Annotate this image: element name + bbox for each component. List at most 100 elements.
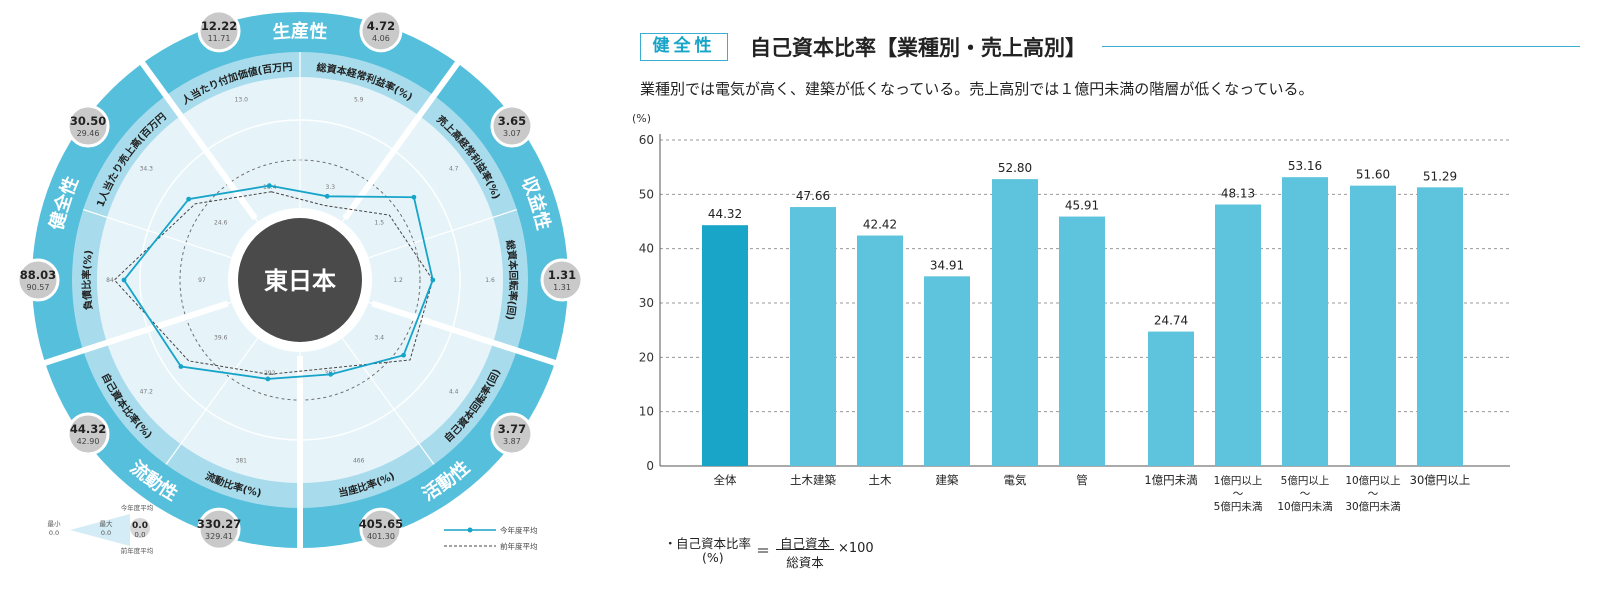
bar <box>790 207 836 466</box>
radar-value-bubble: 4.724.06 <box>359 9 403 53</box>
title-rule <box>1102 46 1580 47</box>
bar-value-label: 51.60 <box>1356 168 1390 182</box>
bar <box>1059 216 1105 466</box>
bar <box>1148 331 1194 466</box>
x-tick-label: 10億円以上 <box>1345 474 1400 487</box>
radar-axis-outer-value: 5.9 <box>354 96 364 103</box>
radar-previous-value: 90.57 <box>27 283 50 292</box>
bar <box>1215 204 1261 467</box>
x-tick-label: 1億円以上 <box>1214 474 1263 487</box>
radar-previous-value: 3.87 <box>503 437 521 446</box>
category-badge: 健全性 <box>640 33 728 61</box>
radar-previous-value: 42.90 <box>77 437 100 446</box>
y-axis-label: (%) <box>632 112 651 125</box>
radar-previous-value: 4.06 <box>372 34 390 43</box>
radar-current-value: 330.27 <box>197 517 241 531</box>
radar-axis-outer-value: 13.0 <box>235 96 249 103</box>
radar-current-value: 1.31 <box>548 268 576 282</box>
radar-key-high: 最大 <box>100 519 114 528</box>
formula-label: 自己資本比率 <box>676 536 752 551</box>
x-tick-label: 〜 <box>1300 488 1311 500</box>
formula-numerator: 自己資本 <box>779 536 830 551</box>
radar-axis-inner-value: 24.6 <box>214 219 228 226</box>
radar-indicator-label-text: 総資本回転率(回) <box>503 239 520 321</box>
radar-category-separator <box>42 300 229 367</box>
x-tick-label: 全体 <box>714 473 737 487</box>
radar-axis-outer-value: 34.3 <box>140 165 154 172</box>
x-tick-label: 〜 <box>1368 488 1379 500</box>
x-tick-label: 建築 <box>936 473 959 487</box>
radar-value-bubble-bg <box>359 9 403 53</box>
radar-current-point <box>328 371 334 377</box>
radar-previous-series <box>113 191 434 375</box>
radar-previous-value: 1.31 <box>553 283 571 292</box>
radar-value-bubble: 3.773.87 <box>490 412 534 456</box>
radar-previous-value: 11.71 <box>208 34 231 43</box>
x-tick-label: 管 <box>1076 473 1088 487</box>
radar-value-bubble-bg <box>66 412 110 456</box>
radar-category-separator <box>371 300 558 367</box>
radar-key-current: 0.0 <box>132 521 148 531</box>
x-tick-label: 1億円未満 <box>1144 473 1197 487</box>
bar-value-label: 48.13 <box>1221 186 1255 200</box>
formula-bullet: ・ <box>664 536 677 551</box>
radar-current-value: 88.03 <box>20 268 56 282</box>
radar-key-high-val: 0.0 <box>101 529 111 537</box>
radar-value-bubble: 3.653.07 <box>490 104 534 148</box>
radar-value-bubble-bg <box>490 412 534 456</box>
x-tick-label: 10億円未満 <box>1277 500 1333 513</box>
radar-key-previous: 0.0 <box>134 531 145 539</box>
radar-indicator-label: 負債比率(%) <box>80 249 95 310</box>
chart-title: 自己資本比率【業種別・売上高別】 <box>750 36 1086 60</box>
radar-spoke <box>82 208 232 259</box>
formula-denominator: 総資本 <box>786 555 824 570</box>
radar-key-bubble <box>130 518 150 538</box>
y-tick-label: 0 <box>646 459 654 473</box>
bar-value-label: 42.42 <box>863 218 897 232</box>
formula-fraction-bar <box>776 549 834 550</box>
y-tick-label: 30 <box>639 296 654 310</box>
radar-current-point <box>430 277 436 283</box>
radar-current-point <box>266 183 272 189</box>
x-tick-label: 5億円以上 <box>1281 474 1330 487</box>
bar <box>924 276 970 466</box>
radar-current-point <box>265 376 271 382</box>
radar-key-wedge <box>70 514 130 546</box>
radar-current-value: 12.22 <box>201 19 237 33</box>
x-tick-label: 〜 <box>1233 488 1244 500</box>
radar-value-bubble-bg <box>197 9 241 53</box>
radar-axis-outer-value: 381 <box>236 458 248 465</box>
radar-legend-current-marker <box>467 527 473 533</box>
bar <box>992 179 1038 466</box>
radar-legend-current-label: 今年度平均 <box>500 525 538 535</box>
radar-value-bubble-bg <box>359 507 403 551</box>
radar-axis-outer-value: 466 <box>353 458 365 465</box>
radar-spoke <box>165 337 259 465</box>
y-tick-label: 40 <box>639 242 654 256</box>
radar-axis-inner-value: 3.4 <box>375 335 385 342</box>
x-tick-label: 30億円以上 <box>1410 473 1471 487</box>
radar-chart: 13.010.45.93.34.71.51.61.24.43.446638738… <box>0 0 584 555</box>
bar-value-label: 44.32 <box>708 207 742 221</box>
radar-axis-outer-value: 1.6 <box>485 277 495 284</box>
radar-value-bubble-bg <box>16 258 60 302</box>
radar-category-label: 生産性 <box>272 20 328 43</box>
y-tick-label: 60 <box>639 133 654 147</box>
radar-axis-inner-value: 1.2 <box>393 277 403 284</box>
radar-spoke <box>368 208 518 259</box>
bar-value-label: 45.91 <box>1065 199 1099 213</box>
radar-current-point <box>401 352 406 358</box>
radar-current-value: 30.50 <box>70 114 106 128</box>
formula-unit: (%) <box>702 550 724 565</box>
y-tick-label: 20 <box>639 350 654 364</box>
radar-category-label-text: 生産性 <box>272 20 328 43</box>
radar-axis-outer-value: 4.4 <box>449 389 459 396</box>
radar-axis-outer-value: 4.7 <box>449 165 459 172</box>
radar-axis-outer-value: 47.2 <box>140 389 154 396</box>
radar-current-value: 3.77 <box>498 422 526 436</box>
bar <box>1350 185 1396 466</box>
formula-multiplier: ×100 <box>838 541 874 556</box>
